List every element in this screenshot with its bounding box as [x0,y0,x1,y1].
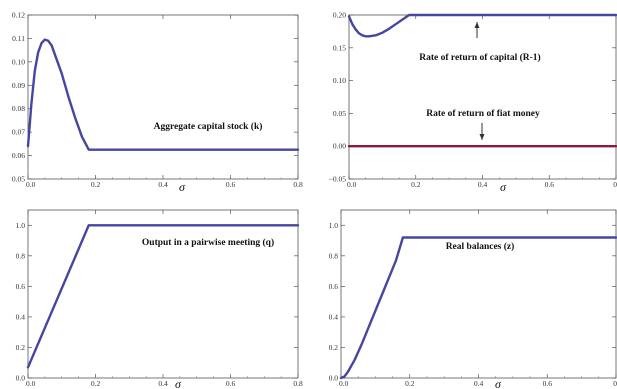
y-tick-label: 0.09 [12,81,25,90]
y-tick-label: −0.05 [329,175,347,184]
x-tick-label: 0.4 [478,180,488,189]
y-tick-label: 0.12 [12,11,25,20]
series-line-1 [26,38,300,151]
x-tick-label: 0.4 [158,379,168,388]
x-tick-label: 0. [613,379,617,388]
chart-panel-1: 0.0 0.2 0.4 0.6 0.8 0.05 0.06 0.07 0.08 0.09 0.10 0… [12,11,303,195]
annotation-arrow-head [474,22,480,28]
y-tick-label: 0.10 [12,57,25,66]
chart-panel-4: 0.0 0.2 0.4 0.6 0. 0.0 0.2 0.4 0.6 0.8 1.0 σ Real ba… [329,209,617,389]
y-tick-label: 0.05 [333,109,346,118]
y-tick-label: 0.08 [12,104,25,113]
x-tick-label: 0.2 [91,379,101,388]
y-tick-label: 0.6 [329,282,339,291]
series-line-1 [347,13,617,38]
x-tick-label: 0.8 [293,180,303,189]
y-tick-label: 0.05 [12,175,25,184]
y-tick-label: 0.0 [329,374,339,383]
y-tick-label: 0.15 [333,43,346,52]
x-tick-label: 0.6 [545,180,555,189]
x-tick-label: 0.0 [26,180,36,189]
y-tick-label: 0.07 [12,128,25,137]
annotation-arrow-head [479,134,485,140]
y-tick-label: 1.0 [16,221,26,230]
y-tick-label: 0.2 [329,343,339,352]
chart-panel-2: 0.0 0.2 0.4 0.6 0. −0.05 0.00 0.05 0.10 0.15 0.20 σ… [329,11,617,194]
y-tick-label: 0.8 [16,251,26,260]
y-tick-label: 0.4 [329,312,339,321]
x-tick-label: 0.6 [226,180,236,189]
y-tick-label: 0.4 [16,312,26,321]
y-tick-label: 0.10 [333,76,346,85]
plot-frame [348,14,617,180]
x-tick-label: 0.4 [474,379,484,388]
y-tick-label: 0.06 [12,151,25,160]
annotation-label: Rate of return of fiat money [426,109,540,119]
y-tick-label: 0.20 [333,11,346,20]
annotation-label: Aggregate capital stock (k) [154,121,263,132]
series-line-1 [339,236,617,380]
series-line-1 [26,224,300,369]
x-axis-label: σ [179,180,186,194]
plot-frame [27,209,299,379]
y-tick-label: 0.00 [333,142,346,151]
y-tick-label: 1.0 [329,221,339,230]
x-axis-label: σ [500,180,507,194]
x-tick-label: 0.6 [226,379,236,388]
x-tick-label: 0. [613,180,617,189]
y-tick-label: 0.11 [12,34,25,43]
x-axis-label: σ [175,377,182,389]
annotation-label: Real balances (z) [446,241,515,252]
x-tick-label: 0.0 [339,379,349,388]
y-tick-label: 0.0 [16,374,26,383]
x-tick-label: 0.0 [347,180,357,189]
annotation-label: Rate of return of capital (R-1) [419,52,540,63]
chart-panel-3: 0.0 0.2 0.4 0.6 0.8 0.0 0.2 0.4 0.6 0.8 1.0 σ Output… [16,209,303,389]
x-tick-label: 0.8 [293,379,303,388]
y-tick-label: 0.8 [329,251,339,260]
x-axis-label: σ [495,377,502,389]
y-tick-label: 0.2 [16,343,26,352]
y-tick-label: 0.6 [16,282,26,291]
x-tick-label: 0.2 [411,180,421,189]
x-tick-label: 0.2 [405,379,415,388]
x-tick-label: 0.2 [91,180,101,189]
x-tick-label: 0.0 [26,379,36,388]
x-tick-label: 0.6 [543,379,553,388]
x-tick-label: 0.4 [158,180,168,189]
annotation-label: Output in a pairwise meeting (q) [142,237,274,248]
